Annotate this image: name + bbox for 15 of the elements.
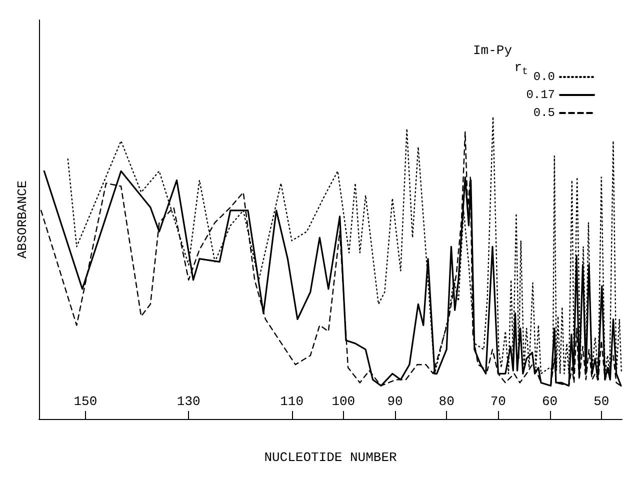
x-tick-label: 80 <box>438 394 454 409</box>
x-tick-label: 150 <box>74 394 98 409</box>
x-tick-label: 130 <box>176 394 200 409</box>
x-tick-label: 70 <box>490 394 506 409</box>
legend-label: 0.5 <box>533 106 555 120</box>
legend-label: 0.17 <box>526 88 555 102</box>
legend-label: 0.0 <box>533 70 555 84</box>
x-tick-label: 50 <box>594 394 610 409</box>
x-tick-label: 90 <box>387 394 403 409</box>
x-tick-label: 110 <box>280 394 304 409</box>
y-axis-title: ABSORBANCE <box>15 180 30 259</box>
x-tick-label: 100 <box>332 394 356 409</box>
x-tick-label: 60 <box>542 394 558 409</box>
legend-title: Im-Py <box>472 43 512 58</box>
x-axis-title: NUCLEOTIDE NUMBER <box>264 450 398 465</box>
